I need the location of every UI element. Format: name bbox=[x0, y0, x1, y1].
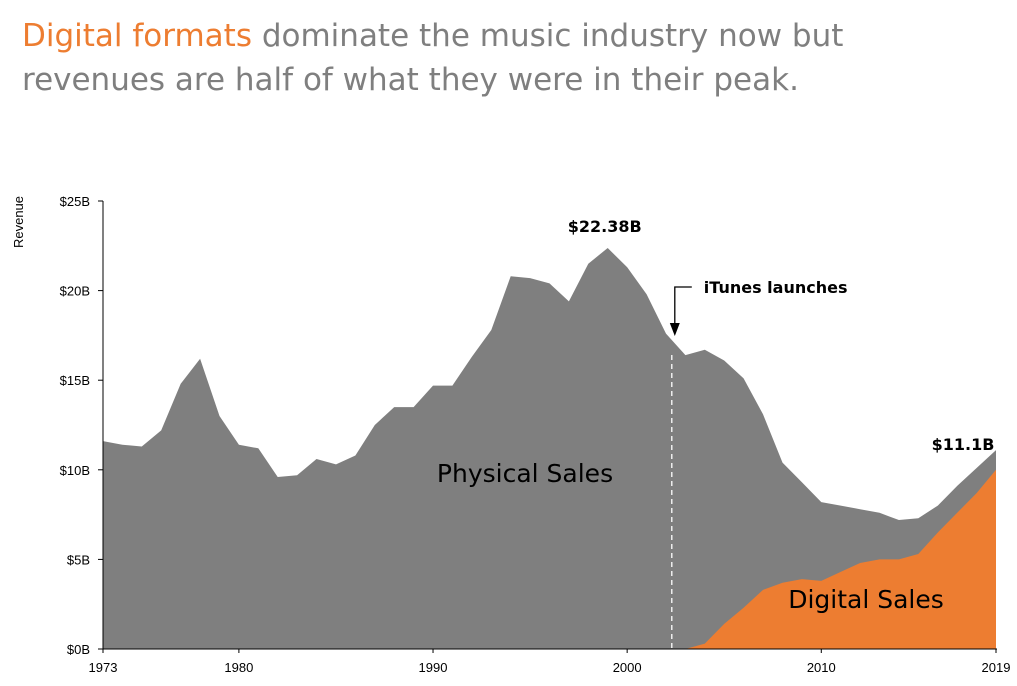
digital-sales-label: Digital Sales bbox=[788, 585, 944, 614]
chart-title-highlight: Digital formats bbox=[22, 18, 252, 54]
chart-title-rest: dominate the music industry now but reve… bbox=[22, 18, 844, 98]
x-tick-label: 2019 bbox=[982, 660, 1011, 675]
digital-sales-area bbox=[685, 469, 996, 649]
end-value-label: $11.1B bbox=[932, 435, 995, 454]
chart-title: Digital formats dominate the music indus… bbox=[22, 14, 982, 102]
itunes-arrow-icon bbox=[669, 323, 680, 336]
plot-area: $0B $5B $10B $15B $20B $25B 1973 1980 1990 2000 20… bbox=[60, 194, 1011, 675]
itunes-callout-line bbox=[674, 286, 692, 323]
physical-sales-area bbox=[103, 248, 996, 649]
x-tick-label: 1973 bbox=[89, 660, 118, 675]
x-tick-label: 1990 bbox=[419, 660, 448, 675]
x-tick-label: 2000 bbox=[613, 660, 642, 675]
x-tick-label: 2010 bbox=[807, 660, 836, 675]
y-tick-label: $5B bbox=[67, 552, 90, 567]
y-tick-label: $25B bbox=[60, 194, 90, 209]
itunes-label: iTunes launches bbox=[704, 278, 848, 297]
x-tick-label: 1980 bbox=[224, 660, 253, 675]
y-axis-label: Revenue bbox=[11, 196, 26, 248]
peak-value-label: $22.38B bbox=[568, 217, 642, 236]
y-tick-label: $15B bbox=[60, 373, 90, 388]
physical-sales-label: Physical Sales bbox=[437, 459, 613, 488]
y-tick-label: $0B bbox=[67, 642, 90, 657]
y-tick-label: $10B bbox=[60, 463, 90, 478]
y-tick-label: $20B bbox=[60, 284, 90, 299]
